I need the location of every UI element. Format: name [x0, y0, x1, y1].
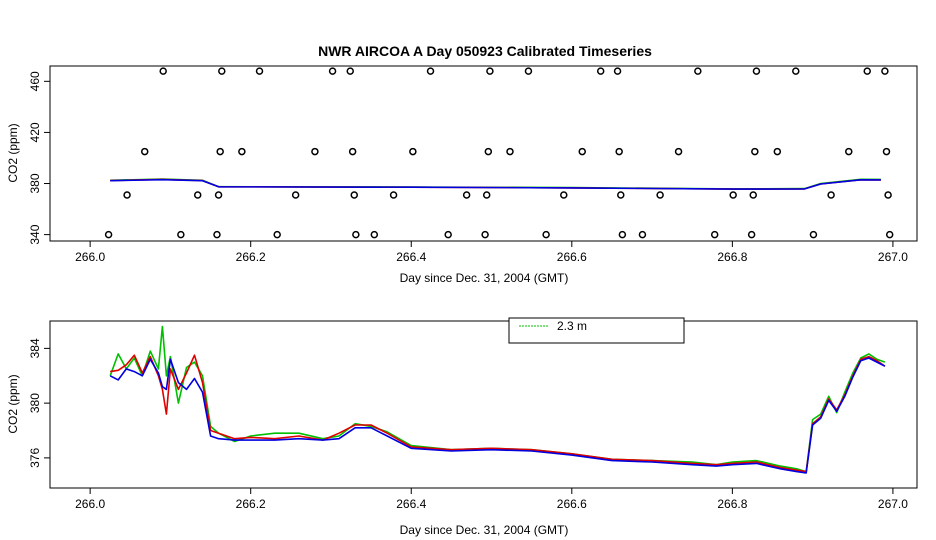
- series-line-red: [110, 354, 886, 473]
- data-point-marker: [881, 67, 889, 75]
- data-point-marker: [882, 147, 891, 156]
- data-point-marker: [749, 191, 757, 199]
- data-point-marker: [389, 191, 398, 199]
- data-point-marker: [710, 230, 719, 239]
- data-point-marker: [482, 191, 491, 199]
- data-point-marker: [426, 67, 435, 75]
- data-point-marker: [484, 147, 493, 156]
- series-line-2-3-m: [109, 325, 886, 473]
- data-point-marker: [216, 147, 224, 156]
- x-axis-label: Day since Dec. 31, 2004 (GMT): [400, 523, 569, 537]
- data-point-marker: [542, 230, 550, 239]
- data-point-marker: [809, 230, 818, 239]
- plot-frame: [49, 320, 918, 489]
- x-tick-label: 266.2: [236, 250, 266, 264]
- data-point-marker: [617, 191, 625, 199]
- y-tick-label: 380: [28, 173, 42, 193]
- data-point-marker: [656, 191, 664, 199]
- data-point-marker: [752, 67, 761, 75]
- data-point-marker: [409, 147, 417, 156]
- data-point-marker: [177, 230, 185, 239]
- data-point-marker: [352, 230, 360, 239]
- data-point-marker: [123, 191, 131, 199]
- data-point-marker: [328, 67, 337, 75]
- y-axis-label: CO2 (ppm): [6, 374, 20, 433]
- data-point-marker: [159, 67, 167, 75]
- data-point-marker: [694, 67, 702, 75]
- data-point-marker: [506, 147, 514, 156]
- data-point-marker: [615, 147, 623, 156]
- data-point-marker: [238, 147, 246, 156]
- data-point-marker: [674, 147, 683, 156]
- data-point-marker: [311, 147, 319, 156]
- data-point-marker: [348, 147, 357, 156]
- x-axis-label: Day since Dec. 31, 2004 (GMT): [400, 271, 569, 285]
- x-tick-label: 266.0: [75, 497, 105, 511]
- chart-title: NWR AIRCOA A Day 050923 Calibrated Times…: [318, 43, 652, 59]
- legend-label: 2.3 m: [557, 319, 587, 333]
- top-panel: Day since Dec. 31, 2004 (GMT) CO2 (ppm) …: [6, 65, 918, 285]
- data-point-marker: [560, 191, 568, 199]
- data-point-marker: [638, 230, 647, 239]
- y-tick-label: 384: [28, 338, 42, 358]
- data-point-marker: [481, 230, 489, 239]
- x-tick-label: 266.6: [557, 250, 587, 264]
- series-line-blue: [110, 178, 881, 190]
- y-tick-label: 420: [28, 122, 42, 142]
- data-point-marker: [884, 191, 892, 199]
- x-tick-label: 266.8: [717, 250, 747, 264]
- data-point-marker: [578, 147, 586, 156]
- y-axis-label: CO2 (ppm): [6, 123, 20, 182]
- legend: 2.3 m: [508, 317, 685, 344]
- data-point-marker: [218, 67, 226, 75]
- y-tick-label: 380: [28, 393, 42, 413]
- data-point-marker: [747, 230, 756, 239]
- plot-frame: [49, 65, 918, 242]
- data-point-marker: [863, 67, 871, 75]
- data-point-marker: [213, 230, 221, 239]
- data-point-marker: [350, 191, 359, 199]
- data-point-marker: [524, 67, 533, 75]
- legend-box: [508, 317, 685, 344]
- data-point-marker: [255, 67, 264, 75]
- data-point-marker: [370, 230, 379, 239]
- x-tick-label: 267.0: [878, 497, 908, 511]
- data-point-marker: [885, 230, 894, 239]
- x-tick-label: 266.0: [75, 250, 105, 264]
- data-point-marker: [140, 147, 149, 156]
- data-point-marker: [618, 230, 627, 239]
- data-point-marker: [291, 191, 300, 199]
- data-point-marker: [729, 191, 737, 199]
- x-tick-label: 266.4: [396, 250, 426, 264]
- y-tick-label: 340: [28, 224, 42, 244]
- x-tick-label: 266.8: [717, 497, 747, 511]
- data-point-marker: [773, 147, 782, 156]
- data-point-marker: [792, 67, 800, 75]
- x-tick-label: 266.2: [236, 497, 266, 511]
- x-tick-label: 267.0: [878, 250, 908, 264]
- data-point-marker: [273, 230, 281, 239]
- data-point-marker: [444, 230, 452, 239]
- bottom-panel: Day since Dec. 31, 2004 (GMT) CO2 (ppm) …: [6, 317, 918, 537]
- data-point-marker: [486, 67, 494, 75]
- y-tick-label: 460: [28, 71, 42, 91]
- data-point-marker: [845, 147, 853, 156]
- data-point-marker: [827, 191, 835, 199]
- data-point-marker: [214, 191, 223, 199]
- data-point-marker: [596, 67, 605, 75]
- series-line-blue: [109, 357, 886, 474]
- data-point-marker: [462, 191, 471, 199]
- data-point-marker: [104, 230, 113, 239]
- data-point-marker: [751, 147, 759, 156]
- y-tick-label: 376: [28, 448, 42, 468]
- data-point-marker: [346, 67, 354, 75]
- data-point-marker: [613, 67, 622, 75]
- data-point-marker: [193, 191, 202, 199]
- x-tick-label: 266.6: [557, 497, 587, 511]
- x-tick-label: 266.4: [396, 497, 426, 511]
